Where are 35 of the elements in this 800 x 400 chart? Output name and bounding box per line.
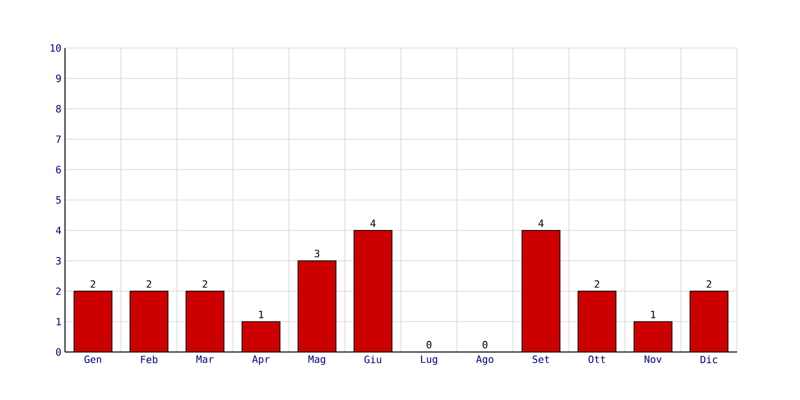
y-tick-label: 10: [50, 44, 61, 52]
x-tick-label: Mar: [196, 356, 214, 363]
data-label: 2: [202, 280, 208, 288]
data-label: 0: [482, 340, 488, 348]
x-tick-label: Ott: [588, 356, 606, 364]
x-tick-label: Gen: [84, 356, 102, 364]
data-label: 0: [426, 340, 432, 348]
x-tick-label: Giu: [364, 356, 382, 364]
x-tick-label: Ago: [476, 356, 494, 365]
y-tick-label: 3: [56, 257, 61, 265]
data-label: 1: [651, 310, 656, 318]
x-tick-label: Dic: [700, 356, 718, 364]
y-tick-label: 4: [56, 226, 62, 234]
y-tick-label: 5: [56, 196, 61, 204]
x-tick-label: Nov: [644, 356, 662, 363]
data-label: 3: [314, 250, 320, 258]
x-tick-label: Mag: [308, 356, 326, 365]
x-tick-label: Lug: [421, 356, 438, 365]
y-tick-label: 2: [56, 287, 61, 295]
data-label: 2: [146, 280, 152, 288]
y-tick-label: 6: [56, 166, 61, 174]
data-label: 1: [259, 310, 264, 318]
x-tick-label: Apr: [252, 356, 270, 365]
x-tick-label: Set: [532, 356, 550, 364]
y-tick-label: 9: [56, 74, 61, 82]
data-label: 4: [538, 220, 544, 227]
y-tick-label: 8: [56, 105, 61, 113]
x-tick-label: Feb: [141, 356, 158, 364]
data-label: 2: [90, 280, 96, 288]
data-label: 4: [370, 220, 376, 227]
data-label: 2: [594, 280, 600, 288]
y-tick-label: 1: [56, 318, 61, 326]
y-tick-label: 7: [56, 136, 61, 143]
y-tick-label: 0: [56, 348, 61, 356]
data-label: 2: [706, 280, 712, 288]
